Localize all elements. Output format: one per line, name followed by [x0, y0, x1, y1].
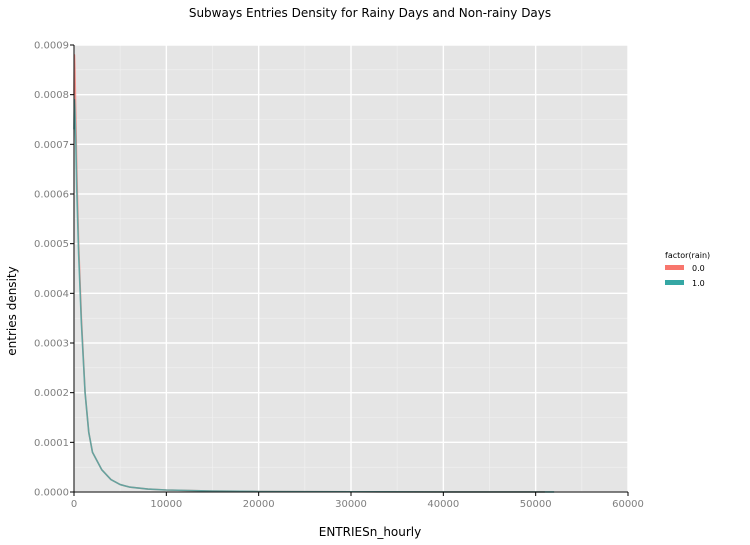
x-tick-label: 10000: [150, 499, 182, 510]
y-tick-label: 0.0006: [34, 190, 69, 201]
legend-title: factor(rain): [665, 251, 710, 260]
y-tick-label: 0.0007: [34, 140, 69, 151]
y-tick-label: 0.0008: [34, 90, 69, 101]
legend-key-0.0: [665, 265, 684, 270]
legend-key-1.0: [665, 280, 684, 285]
x-tick-label: 20000: [243, 499, 275, 510]
x-axis-title: ENTRIESn_hourly: [319, 525, 422, 539]
x-tick-label: 0: [71, 499, 77, 510]
y-tick-label: 0.0001: [34, 438, 69, 449]
x-tick-label: 40000: [427, 499, 459, 510]
x-tick-label: 60000: [612, 499, 644, 510]
x-tick-label: 30000: [335, 499, 367, 510]
y-tick-label: 0.0002: [34, 388, 69, 399]
y-tick-label: 0.0009: [34, 41, 69, 52]
legend: factor(rain) 0.0 1.0: [665, 251, 710, 288]
y-tick-label: 0.0000: [34, 488, 69, 499]
y-tick-label: 0.0003: [34, 339, 69, 350]
legend-label-0.0: 0.0: [692, 264, 705, 273]
y-tick-label: 0.0004: [34, 289, 69, 300]
y-axis-title: entries density: [5, 266, 19, 355]
density-line-1.0: [73, 98, 555, 493]
x-tick-label: 50000: [520, 499, 552, 510]
legend-items: 0.0 1.0: [665, 264, 705, 288]
y-tick-label: 0.0005: [34, 239, 69, 250]
density-curves: [73, 54, 555, 493]
axes: 0 10000 20000 30000 40000 50000 60000 0.0000 0.0…: [34, 41, 644, 511]
chart-title: Subways Entries Density for Rainy Days a…: [189, 6, 551, 20]
legend-label-1.0: 1.0: [692, 279, 705, 288]
